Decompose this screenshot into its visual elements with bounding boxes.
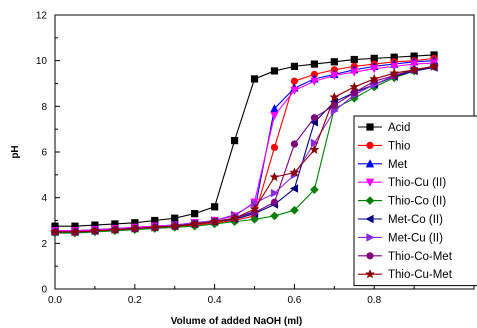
data-point-thio-cu-met bbox=[189, 218, 200, 229]
data-point-thio-cu-ii bbox=[330, 71, 339, 81]
data-point-thio-cu-met bbox=[70, 226, 80, 237]
series-line-thio-cu-met bbox=[55, 65, 435, 233]
data-point-thio-cu-met bbox=[249, 204, 260, 214]
x-tick-label: 0.6 bbox=[287, 295, 301, 306]
data-point-met-cu-ii bbox=[310, 138, 319, 148]
x-tick-label: 0.4 bbox=[208, 295, 222, 306]
data-point-thio-cu-met bbox=[169, 221, 180, 231]
data-point-thio-co-met bbox=[290, 140, 299, 148]
data-point-thio-co-ii bbox=[310, 185, 319, 194]
legend-item-thio-cu-met: Thio-Cu-Met bbox=[358, 269, 453, 281]
data-point-acid bbox=[230, 136, 239, 145]
data-point-thio-cu-met bbox=[369, 73, 380, 84]
data-point-thio-co-ii bbox=[270, 211, 279, 221]
legend: Acid Thio Met Thio-Cu (II) Thio-Co (II) Met-C… bbox=[353, 115, 477, 287]
legend-marker bbox=[366, 252, 374, 260]
y-tick-label: 8 bbox=[41, 102, 47, 113]
data-point-thio-cu-met bbox=[269, 172, 280, 182]
data-point-thio-cu-met bbox=[429, 61, 439, 71]
legend-label: Thio-Co (II) bbox=[388, 196, 446, 208]
legend-marker bbox=[365, 269, 375, 279]
y-tick-label: 4 bbox=[41, 193, 47, 204]
series-thio-cu-met bbox=[50, 61, 439, 237]
data-point-thio-co-met bbox=[350, 89, 358, 97]
data-point-acid bbox=[330, 58, 338, 66]
data-point-acid bbox=[191, 210, 199, 218]
legend-marker bbox=[365, 196, 375, 205]
legend-item-met: Met bbox=[358, 159, 408, 171]
axes: 0.0 0.2 0.4 0.6 0.8 0 2 4 6 8 10 12 bbox=[36, 11, 475, 306]
data-point-thio-cu-met bbox=[50, 226, 60, 237]
legend-label: Met-Cu (II) bbox=[388, 232, 443, 244]
legend-label: Thio-Cu (II) bbox=[388, 177, 446, 189]
legend-marker bbox=[366, 123, 374, 131]
data-point-acid bbox=[290, 62, 299, 70]
data-point-met-co-ii bbox=[289, 184, 299, 193]
data-point-acid bbox=[350, 55, 358, 64]
legend-marker bbox=[366, 233, 375, 242]
y-tick-label: 0 bbox=[41, 285, 47, 296]
data-point-thio-co-met bbox=[270, 198, 279, 206]
data-point-thio-cu-ii bbox=[270, 111, 279, 121]
data-point-thio-cu-ii bbox=[350, 68, 359, 77]
x-tick-label: 0.0 bbox=[48, 295, 62, 306]
legend-item-acid: Acid bbox=[358, 122, 410, 134]
data-point-thio bbox=[270, 143, 279, 152]
legend-item-thio-co-met: Thio-Co-Met bbox=[358, 251, 453, 263]
y-tick-label: 6 bbox=[41, 148, 47, 159]
legend-marker bbox=[365, 214, 374, 224]
data-point-acid bbox=[310, 60, 318, 68]
legend-item-met-co-ii: Met-Co (II) bbox=[358, 214, 443, 226]
data-point-thio-cu-ii bbox=[370, 65, 379, 74]
data-point-acid bbox=[211, 203, 219, 211]
legend-label: Thio-Cu-Met bbox=[388, 269, 453, 281]
data-point-thio-co-met bbox=[310, 114, 318, 122]
data-point-acid bbox=[250, 75, 259, 83]
data-point-thio-cu-met bbox=[110, 224, 120, 234]
data-point-thio-cu-met bbox=[209, 216, 220, 226]
y-tick-label: 2 bbox=[41, 239, 47, 250]
legend-label: Met-Co (II) bbox=[388, 214, 443, 226]
legend-item-met-cu-ii: Met-Cu (II) bbox=[358, 232, 443, 244]
y-tick-label: 12 bbox=[36, 11, 48, 22]
data-point-thio-cu-ii bbox=[290, 86, 299, 95]
legend-label: Met bbox=[388, 159, 408, 171]
data-point-met-cu-ii bbox=[330, 106, 339, 116]
data-point-thio-cu-met bbox=[309, 144, 320, 154]
data-point-thio-cu-met bbox=[90, 225, 100, 235]
data-point-thio-cu-met bbox=[129, 223, 140, 233]
legend-item-thio-cu-ii: Thio-Cu (II) bbox=[358, 177, 446, 189]
legend-marker bbox=[365, 159, 375, 168]
x-tick-label: 0.8 bbox=[367, 295, 381, 306]
legend-item-thio: Thio bbox=[358, 140, 410, 152]
x-tick-label: 0.2 bbox=[128, 295, 142, 306]
data-point-thio-cu-met bbox=[329, 92, 340, 102]
data-point-thio-cu-met bbox=[349, 81, 360, 92]
data-point-met-cu-ii bbox=[270, 188, 280, 198]
data-point-thio-co-ii bbox=[290, 205, 299, 215]
legend-label: Acid bbox=[388, 122, 410, 134]
data-point-thio-cu-ii bbox=[389, 62, 399, 71]
legend-marker bbox=[365, 178, 375, 187]
data-point-thio-cu-met bbox=[289, 167, 300, 177]
legend-item-thio-co-ii: Thio-Co (II) bbox=[358, 196, 446, 208]
legend-label: Thio bbox=[388, 140, 410, 152]
data-point-thio-cu-met bbox=[149, 222, 160, 232]
data-point-thio-cu-ii bbox=[409, 60, 419, 69]
data-point-thio-cu-met bbox=[229, 213, 240, 223]
data-point-thio-cu-met bbox=[409, 64, 419, 74]
legend-label: Thio-Co-Met bbox=[388, 251, 453, 263]
x-axis-title: Volume of added NaOH (ml) bbox=[171, 316, 303, 327]
data-point-acid bbox=[270, 67, 279, 75]
y-tick-label: 10 bbox=[36, 56, 48, 67]
series-layer bbox=[50, 51, 439, 238]
data-point-thio-cu-met bbox=[389, 68, 400, 78]
data-point-thio-cu-ii bbox=[310, 77, 319, 86]
data-point-thio-co-ii bbox=[250, 215, 259, 224]
legend-marker bbox=[366, 141, 374, 149]
y-axis-title: pH bbox=[10, 145, 21, 158]
